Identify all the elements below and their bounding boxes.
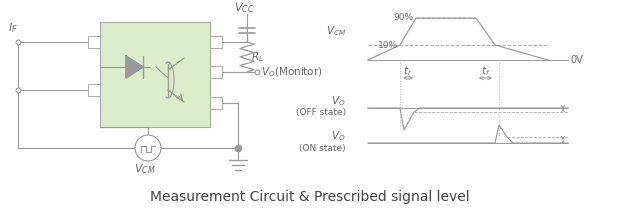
- Text: (ON state): (ON state): [299, 143, 346, 152]
- Text: 0V: 0V: [570, 55, 583, 65]
- Text: $V_O$: $V_O$: [332, 129, 346, 143]
- Text: $V_O$: $V_O$: [332, 94, 346, 108]
- Text: Measurement Circuit & Prescribed signal level: Measurement Circuit & Prescribed signal …: [150, 190, 470, 204]
- Text: $I_F$: $I_F$: [8, 21, 18, 35]
- Bar: [88, 84, 100, 96]
- Bar: [210, 66, 222, 78]
- Bar: [100, 22, 210, 127]
- Polygon shape: [126, 56, 143, 78]
- Bar: [210, 97, 222, 109]
- Text: $t_f$: $t_f$: [480, 64, 490, 78]
- Text: 10%: 10%: [378, 41, 398, 50]
- Text: $V_{CC}$: $V_{CC}$: [234, 1, 254, 15]
- Text: $R_L$: $R_L$: [251, 50, 264, 64]
- Text: $V_{CM}$: $V_{CM}$: [135, 162, 156, 176]
- Text: $t_r$: $t_r$: [403, 64, 413, 78]
- Bar: [210, 36, 222, 48]
- Bar: [88, 36, 100, 48]
- Text: 90%: 90%: [394, 13, 414, 21]
- Text: $V_{CM}$: $V_{CM}$: [326, 25, 346, 38]
- Text: (OFF state): (OFF state): [296, 109, 346, 118]
- Text: $V_O$(Monitor): $V_O$(Monitor): [261, 65, 322, 79]
- Circle shape: [135, 135, 161, 161]
